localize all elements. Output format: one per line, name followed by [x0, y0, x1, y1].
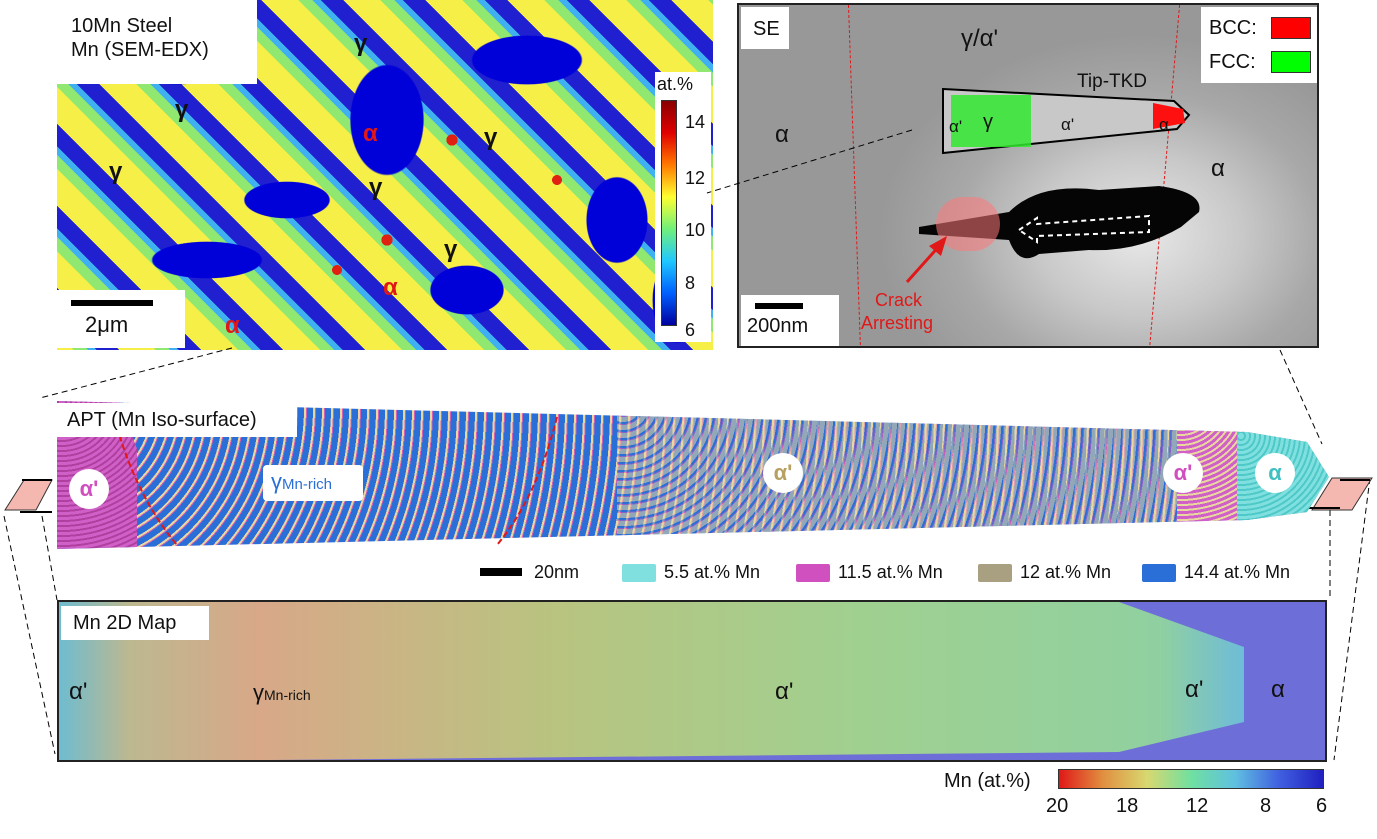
edx-colorbar-gradient [661, 100, 677, 326]
mn-2d-map [59, 602, 1244, 760]
phase-label: γ [484, 124, 498, 151]
legend-swatch [622, 563, 656, 582]
map-colorbar-title: Mn (at.%) [944, 770, 1031, 792]
phase-label: α [225, 312, 240, 339]
crack-region [919, 186, 1200, 259]
scale-bar-label: 2μm [85, 312, 129, 337]
map-phase-label: α' [69, 678, 88, 705]
mn-2d-map-panel: Mn 2D Map α' γMn-rich α' α' α [57, 600, 1327, 762]
colorbar-tick: 14 [685, 112, 706, 132]
legend-swatch-fcc [1271, 51, 1311, 73]
phase-label: γ [444, 236, 458, 263]
phase-subscript: Mn-rich [282, 476, 333, 493]
apt-title: APT (Mn Iso-surface) [57, 403, 297, 437]
tkd-strip [942, 87, 1191, 155]
legend-swatch [1142, 563, 1176, 582]
legend-label-bcc: BCC: [1209, 17, 1257, 39]
crack-arrow-icon [905, 236, 947, 284]
map-colorbar [1058, 769, 1324, 789]
edx-map-panel: 10Mn Steel Mn (SEM-EDX) γ γ γ γ γ γ α α … [57, 0, 713, 350]
colorbar-tick: 18 [1116, 795, 1139, 817]
edx-scale-bar-box: 2μm [57, 290, 185, 348]
tkd-phase-label: α [1159, 115, 1169, 134]
scale-bar-label: 200nm [747, 315, 809, 337]
se-scale-bar-box: 200nm [741, 295, 839, 346]
colorbar-tick: 12 [1186, 795, 1209, 817]
crack-label-line2: Arresting [861, 313, 934, 333]
apt-phase-label: α' [763, 453, 803, 493]
map-phase-label: α [1271, 676, 1285, 703]
phase-symbol: γ [253, 680, 264, 705]
map-title: Mn 2D Map [61, 606, 209, 640]
legend-swatch [796, 563, 830, 582]
se-legend: BCC: FCC: [1201, 7, 1317, 83]
phase-label: α [363, 120, 378, 147]
phase-label: γ [109, 158, 123, 185]
se-image-panel: SE γ/α' α α BCC: FCC: Tip-TKD α' γ α' α … [737, 3, 1319, 348]
legend-item: 14.4 at.% Mn [1142, 562, 1290, 583]
tkd-phase-label: γ [983, 111, 993, 133]
colorbar-tick: 10 [685, 220, 706, 240]
edx-title-line2: Mn (SEM-EDX) [71, 39, 209, 61]
se-title: SE [741, 7, 789, 49]
scale-bar [71, 300, 153, 306]
legend-swatch [978, 563, 1012, 582]
phase-subscript: Mn-rich [264, 687, 311, 703]
tkd-label: Tip-TKD [1077, 71, 1148, 92]
apt-boundaries [116, 416, 558, 546]
apt-phase-label: α [1255, 453, 1295, 493]
legend-item: 11.5 at.% Mn [796, 562, 943, 583]
crack-label-line1: Crack [875, 290, 923, 310]
phase-label: γ [369, 174, 383, 201]
legend-label: 11.5 at.% Mn [838, 562, 943, 582]
edx-colorbar: at.% 14 12 10 8 6 [655, 72, 711, 342]
apt-scale-bar-label: 20nm [534, 562, 580, 582]
colorbar-tick: 8 [685, 273, 696, 293]
phase-label: γ [354, 30, 368, 57]
apt-scale-bar [480, 568, 522, 576]
edx-title-box: 10Mn Steel Mn (SEM-EDX) [57, 0, 257, 84]
legend-item: 5.5 at.% Mn [622, 562, 760, 583]
phase-label: γ [175, 96, 189, 123]
legend-label: 14.4 at.% Mn [1184, 562, 1291, 582]
map-phase-label-gamma: γMn-rich [253, 680, 311, 706]
se-side-label: α [775, 121, 789, 148]
apt-phase-label: α' [1163, 453, 1203, 493]
se-side-label: α [1211, 155, 1225, 182]
crack-arrest-marker [936, 197, 1000, 251]
phase-symbol: γ [271, 469, 282, 494]
apt-phase-label: α' [69, 469, 109, 509]
map-phase-label: α' [1185, 676, 1204, 703]
edx-colorbar-unit: at.% [657, 74, 694, 94]
colorbar-tick: 6 [685, 320, 696, 340]
tkd-phase-label: α' [1061, 115, 1075, 134]
scale-bar [755, 303, 803, 309]
legend-item: 12 at.% Mn [978, 562, 1111, 583]
se-top-label: γ/α' [961, 25, 999, 52]
phase-label: α [383, 274, 398, 301]
colorbar-tick: 6 [1316, 795, 1328, 817]
apt-panel: APT (Mn Iso-surface) α' γMn-rich α' α' α [57, 397, 1334, 552]
colorbar-tick: 8 [1260, 795, 1272, 817]
colorbar-tick: 12 [685, 168, 706, 188]
apt-phase-label-gamma: γMn-rich [263, 465, 363, 501]
legend-swatch-bcc [1271, 17, 1311, 39]
edx-title-line1: 10Mn Steel [71, 15, 173, 37]
legend-label: 5.5 at.% Mn [664, 562, 761, 582]
colorbar-tick: 20 [1046, 795, 1069, 817]
map-phase-label: α' [775, 678, 794, 705]
tkd-phase-label: α' [949, 117, 963, 136]
legend-label: 12 at.% Mn [1020, 562, 1112, 582]
legend-label-fcc: FCC: [1209, 51, 1256, 73]
